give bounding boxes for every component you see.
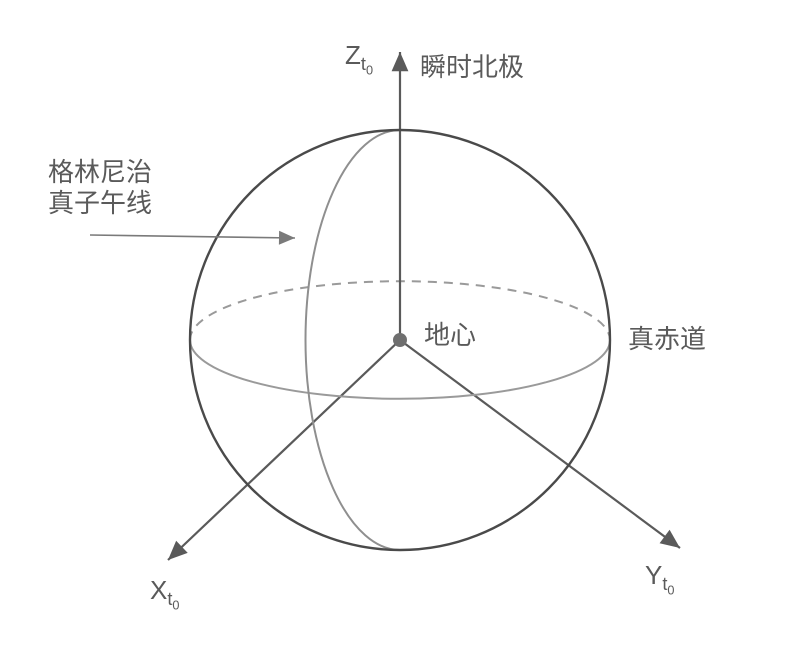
y-axis-subsub: 0 [667, 583, 674, 598]
greenwich-pointer-arrowhead [279, 231, 295, 245]
equator-front-arc [190, 340, 610, 399]
z-axis-subsub: 0 [366, 63, 373, 78]
greenwich-pointer-line [90, 235, 295, 238]
y-axis-base: Y [645, 560, 662, 590]
equator-label: 真赤道 [628, 324, 706, 355]
z-axis-arrowhead [392, 52, 409, 71]
diagram-stage: Zt0↵ Xt0↵ Yt0↵ 瞬时北极 地心 真赤道 格林尼治 真子午线 [0, 0, 805, 645]
coordinate-sphere-diagram [0, 0, 805, 645]
z-axis-base: Z [345, 40, 361, 70]
north-pole-label: 瞬时北极 [420, 52, 524, 83]
geocenter-dot [393, 333, 407, 347]
geocenter-label: 地心 [424, 320, 476, 351]
y-axis-label: Yt0↵ [645, 560, 685, 598]
x-axis-base: X [150, 575, 167, 605]
greenwich-line2: 真子午线 [48, 188, 152, 218]
y-axis [400, 340, 680, 548]
x-axis-label: Xt0↵ [150, 575, 190, 613]
x-axis-subsub: 0 [172, 598, 179, 613]
z-axis-label: Zt0↵ [345, 40, 384, 78]
greenwich-line1: 格林尼治 [48, 157, 152, 187]
y-axis-arrowhead [660, 530, 680, 548]
x-axis [168, 340, 400, 560]
greenwich-meridian-arc [306, 130, 401, 550]
greenwich-meridian-label: 格林尼治 真子午线 [48, 157, 152, 219]
